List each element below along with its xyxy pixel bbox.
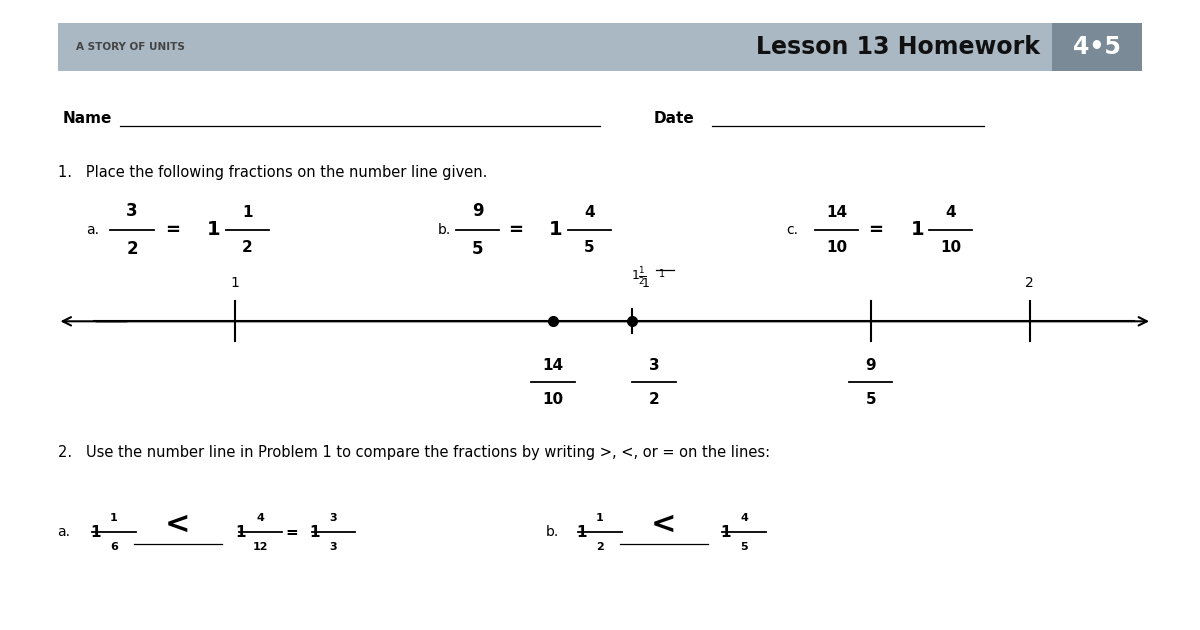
Text: 1: 1	[242, 205, 252, 220]
Text: 1: 1	[550, 220, 563, 239]
Text: Lesson 13 Homework: Lesson 13 Homework	[756, 35, 1040, 59]
Text: 9: 9	[865, 358, 876, 373]
Text: 1: 1	[720, 525, 731, 540]
Text: 1: 1	[110, 513, 118, 523]
Text: 2: 2	[649, 392, 659, 407]
Text: 10: 10	[826, 239, 847, 255]
Text: 1.   Place the following fractions on the number line given.: 1. Place the following fractions on the …	[58, 164, 487, 180]
Text: =: =	[166, 221, 180, 239]
Text: 3: 3	[649, 358, 659, 373]
Text: $1\frac{1}{2}$: $1\frac{1}{2}$	[631, 265, 646, 287]
Text: 1: 1	[310, 525, 320, 540]
Text: 3: 3	[330, 513, 337, 523]
Text: a.: a.	[58, 525, 71, 539]
Text: 5: 5	[740, 542, 748, 552]
Text: 2: 2	[1025, 276, 1034, 290]
Text: 10: 10	[542, 392, 564, 407]
Text: 1: 1	[90, 525, 101, 540]
Text: 1: 1	[230, 276, 240, 290]
Text: 6: 6	[110, 542, 118, 552]
Text: A STORY OF UNITS: A STORY OF UNITS	[76, 42, 185, 52]
Text: 1: 1	[642, 277, 650, 290]
Text: b.: b.	[546, 525, 559, 539]
Text: <: <	[650, 510, 677, 539]
Text: 12: 12	[253, 542, 268, 552]
Text: 1: 1	[911, 220, 924, 239]
Text: Date: Date	[654, 111, 695, 126]
Text: 1: 1	[596, 513, 604, 523]
Bar	[58, 23, 1142, 71]
Text: <: <	[164, 510, 191, 539]
Text: 9: 9	[472, 202, 484, 220]
Text: 14: 14	[542, 358, 564, 373]
Text: 4: 4	[257, 513, 264, 523]
Text: 14: 14	[826, 205, 847, 220]
Text: 2.   Use the number line in Problem 1 to compare the fractions by writing >, <, : 2. Use the number line in Problem 1 to c…	[58, 445, 769, 460]
Text: 2: 2	[126, 239, 138, 258]
Text: 1: 1	[659, 269, 665, 279]
Text: 4: 4	[740, 513, 748, 523]
Text: 4: 4	[584, 205, 594, 220]
Text: b.: b.	[438, 223, 451, 237]
Text: Name: Name	[62, 111, 112, 126]
Bar	[1052, 23, 1142, 71]
Text: 3: 3	[126, 202, 138, 220]
Text: 2: 2	[596, 542, 604, 552]
Text: 4•5: 4•5	[1074, 35, 1121, 59]
Text: =: =	[509, 221, 523, 239]
Text: 10: 10	[940, 239, 961, 255]
Text: 1: 1	[208, 220, 221, 239]
Text: 1: 1	[576, 525, 587, 540]
Text: 5: 5	[472, 239, 484, 258]
Text: =: =	[869, 221, 883, 239]
Text: 5: 5	[865, 392, 876, 407]
Text: 2: 2	[242, 239, 252, 255]
Text: 3: 3	[330, 542, 337, 552]
Text: =: =	[286, 525, 299, 540]
Text: 5: 5	[584, 239, 594, 255]
Text: 1: 1	[235, 525, 246, 540]
Text: a.: a.	[86, 223, 100, 237]
Text: 4: 4	[946, 205, 955, 220]
Text: c.: c.	[786, 223, 798, 237]
